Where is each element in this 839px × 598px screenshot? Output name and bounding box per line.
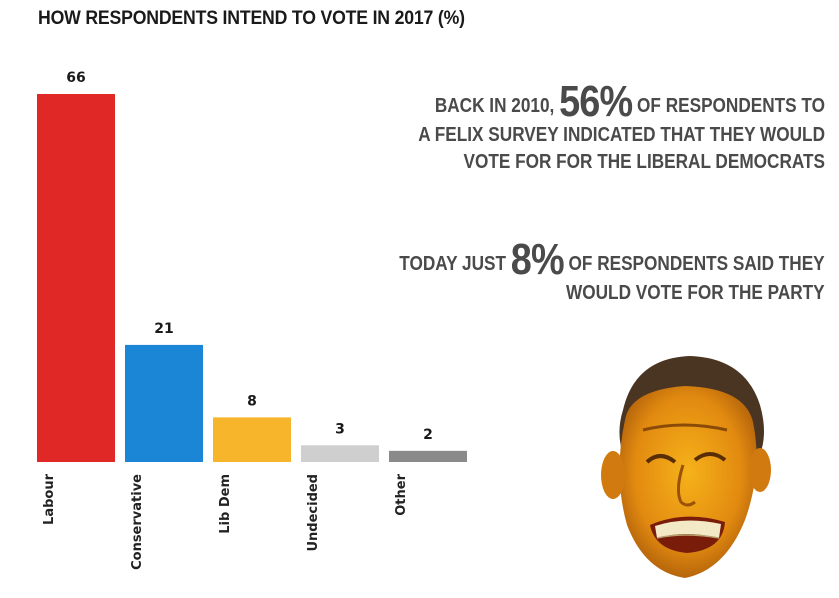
callout-2010-after: OF RESPONDENTS TO: [632, 95, 825, 117]
bar-conservative: [125, 344, 203, 462]
value-label-conservative: 21: [154, 321, 173, 337]
value-label-labour: 66: [66, 70, 85, 86]
chart-title: HOW RESPONDENTS INTEND TO VOTE IN 2017 (…: [38, 8, 465, 30]
callout-2010-highlight: 56%: [559, 77, 633, 126]
callout-2010-before: BACK IN 2010,: [434, 95, 560, 117]
value-label-lib-dem: 8: [247, 393, 257, 409]
callout-2010-line1: BACK IN 2010, 56% OF RESPONDENTS TO: [418, 80, 825, 124]
category-label-labour: Labour: [42, 473, 57, 525]
chart-title-unit: (%): [437, 8, 465, 29]
bar-chart: 66 Labour 21 Conservative 8 Lib Dem 3 Undecided…: [37, 70, 467, 570]
callout-today-highlight: 8%: [511, 235, 565, 284]
callout-2010-line3: VOTE FOR FOR THE LIBERAL DEMOCRATS: [463, 151, 825, 173]
grimacing-face-icon: [601, 356, 771, 578]
chart-title-text: HOW RESPONDENTS INTEND TO VOTE IN 2017: [38, 8, 434, 29]
category-label-undecided: Undecided: [306, 474, 321, 552]
callout-2010: BACK IN 2010, 56% OF RESPONDENTS TO A FE…: [418, 80, 825, 176]
callout-today-line1: TODAY JUST 8% OF RESPONDENTS SAID THEY: [399, 238, 825, 282]
callout-2010-line2: A FELIX SURVEY INDICATED THAT THEY WOULD: [418, 124, 825, 146]
callout-today: TODAY JUST 8% OF RESPONDENTS SAID THEY W…: [399, 238, 825, 307]
bar-other: [389, 450, 467, 462]
category-label-conservative: Conservative: [130, 474, 145, 570]
callout-today-after: OF RESPONDENTS SAID THEY: [564, 253, 825, 275]
bar-labour: [37, 94, 115, 462]
bar-undecided: [301, 445, 379, 462]
value-label-other: 2: [423, 427, 433, 443]
category-label-lib-dem: Lib Dem: [218, 474, 233, 534]
category-label-other: Other: [394, 473, 409, 515]
callout-today-line2: WOULD VOTE FOR THE PARTY: [566, 282, 825, 304]
value-label-undecided: 3: [335, 421, 345, 437]
bar-lib-dem: [213, 417, 291, 462]
callout-today-before: TODAY JUST: [399, 253, 512, 275]
